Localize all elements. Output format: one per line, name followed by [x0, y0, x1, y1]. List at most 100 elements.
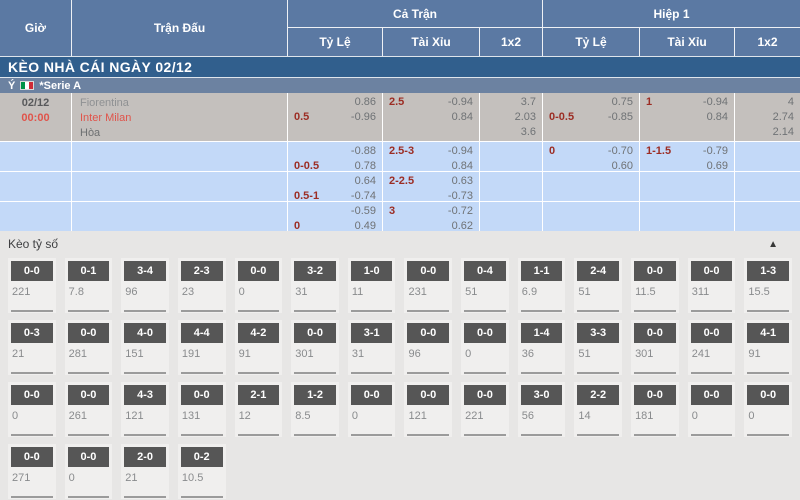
league-bar[interactable]: Ý *Serie A [0, 77, 800, 93]
first-half-over-under-odds[interactable] [640, 202, 735, 231]
full-time-1x2-odds[interactable] [480, 172, 543, 201]
score-odds-card[interactable]: 0-4 51 [461, 258, 509, 313]
score-card-underline [180, 496, 223, 498]
first-half-1x2-odds[interactable] [735, 202, 800, 231]
score-odds-card[interactable]: 4-4 191 [177, 320, 226, 375]
score-odds-card[interactable]: 0-0 0 [461, 320, 509, 375]
score-odds-value: 0 [691, 410, 698, 422]
score-odds-card[interactable]: 1-3 15.5 [744, 258, 792, 313]
score-odds-card[interactable]: 0-1 7.8 [64, 258, 113, 313]
score-odds-card[interactable]: 2-2 14 [574, 382, 623, 437]
match-teams-cell[interactable]: Fiorentina Inter Milan Hòa [72, 93, 288, 141]
first-half-over-under-odds[interactable]: 1-1.5 -0.79 0.69 [640, 142, 735, 171]
score-odds-card[interactable]: 0-0 0 [234, 258, 283, 313]
score-odds-card[interactable]: 0-0 11.5 [631, 258, 679, 313]
score-odds-card[interactable]: 0-0 301 [291, 320, 339, 375]
match-teams-cell[interactable] [72, 202, 288, 231]
score-odds-card[interactable]: 4-1 91 [744, 320, 792, 375]
score-label: 0-0 [407, 323, 450, 343]
match-teams-cell[interactable] [72, 172, 288, 201]
score-odds-card[interactable]: 0-0 311 [687, 258, 736, 313]
score-odds-card[interactable]: 4-0 151 [121, 320, 169, 375]
full-time-handicap-odds[interactable]: 0.64 0.5-1 -0.74 [288, 172, 383, 201]
full-time-over-under-odds[interactable]: 3 -0.72 0.62 [383, 202, 480, 231]
score-odds-card[interactable]: 0-0 0 [347, 382, 396, 437]
full-time-handicap-odds[interactable]: 0.86 0.5 -0.96 [288, 93, 383, 141]
score-odds-card[interactable]: 1-1 6.9 [517, 258, 566, 313]
score-odds-card[interactable]: 1-2 8.5 [291, 382, 339, 437]
score-label: 0-0 [634, 385, 676, 405]
full-time-handicap-odds[interactable]: -0.88 0-0.5 0.78 [288, 142, 383, 171]
odds-line: 2.5 -0.94 [389, 95, 473, 110]
score-label: 0-0 [67, 323, 110, 343]
score-odds-card[interactable]: 0-0 0 [8, 382, 56, 437]
score-card-underline [294, 310, 336, 312]
score-odds-card[interactable]: 2-1 12 [234, 382, 283, 437]
score-odds-card[interactable]: 0-0 181 [631, 382, 679, 437]
score-odds-card[interactable]: 0-0 96 [404, 320, 453, 375]
score-odds-card[interactable]: 1-0 11 [347, 258, 396, 313]
score-label: 0-0 [11, 261, 53, 281]
score-odds-card[interactable]: 3-2 31 [291, 258, 339, 313]
score-odds-card[interactable]: 2-4 51 [574, 258, 623, 313]
score-odds-card[interactable]: 0-0 0 [744, 382, 792, 437]
first-half-over-under-odds[interactable] [640, 172, 735, 201]
score-card-underline [464, 434, 506, 436]
score-odds-card[interactable]: 0-0 0 [687, 382, 736, 437]
odds-line: 0.84 [646, 110, 728, 125]
first-half-handicap-odds[interactable] [543, 172, 640, 201]
score-odds-card[interactable]: 0-0 231 [404, 258, 453, 313]
first-half-1x2-odds[interactable] [735, 142, 800, 171]
score-card-underline [464, 372, 506, 374]
collapse-arrow-icon[interactable]: ▲ [768, 238, 778, 250]
full-time-over-under-odds[interactable]: 2.5 -0.94 0.84 [383, 93, 480, 141]
full-time-over-under-odds[interactable]: 2-2.5 0.63 -0.73 [383, 172, 480, 201]
score-odds-card[interactable]: 3-0 56 [517, 382, 566, 437]
full-time-handicap-odds[interactable]: -0.59 0 0.49 [288, 202, 383, 231]
score-label: 2-2 [577, 385, 620, 405]
score-odds-card[interactable]: 0-3 21 [8, 320, 56, 375]
score-card-underline [237, 372, 280, 374]
score-odds-card[interactable]: 0-0 301 [631, 320, 679, 375]
score-odds-card[interactable]: 0-0 221 [461, 382, 509, 437]
score-card-underline [577, 310, 620, 312]
score-odds-value: 10.5 [181, 472, 204, 484]
score-odds-card[interactable]: 0-0 0 [64, 444, 113, 499]
score-odds-card[interactable]: 0-0 121 [404, 382, 453, 437]
full-time-over-under-odds[interactable]: 2.5-3 -0.94 0.84 [383, 142, 480, 171]
score-card-underline [350, 372, 393, 374]
score-odds-value: 231 [408, 286, 427, 298]
score-odds-card[interactable]: 1-4 36 [517, 320, 566, 375]
score-label: 0-0 [634, 323, 676, 343]
first-half-handicap-odds[interactable]: 0.75 0-0.5 -0.85 [543, 93, 640, 141]
score-odds-card[interactable]: 0-0 221 [8, 258, 56, 313]
full-time-1x2-odds[interactable] [480, 202, 543, 231]
score-odds-card[interactable]: 0-0 281 [64, 320, 113, 375]
full-time-1x2-odds[interactable]: 3.7 2.03 3.6 [480, 93, 543, 141]
score-odds-card[interactable]: 3-3 51 [574, 320, 623, 375]
score-odds-card[interactable]: 0-0 131 [177, 382, 226, 437]
score-odds-card[interactable]: 0-0 241 [687, 320, 736, 375]
first-half-over-under-odds[interactable]: 1 -0.94 0.84 [640, 93, 735, 141]
full-time-1x2-odds[interactable] [480, 142, 543, 171]
first-half-1x2-odds[interactable] [735, 172, 800, 201]
first-half-1x2-odds[interactable]: 4 2.74 2.14 [735, 93, 800, 141]
score-odds-card[interactable]: 0-0 271 [8, 444, 56, 499]
first-half-handicap-odds[interactable] [543, 202, 640, 231]
first-half-handicap-odds[interactable]: 0 -0.70 0.60 [543, 142, 640, 171]
score-odds-card[interactable]: 4-2 91 [234, 320, 283, 375]
score-odds-card[interactable]: 0-2 10.5 [177, 444, 226, 499]
odds-value: 2.14 [772, 126, 794, 138]
score-card-underline [577, 434, 620, 436]
score-odds-card[interactable]: 0-0 261 [64, 382, 113, 437]
score-odds-card[interactable]: 4-3 121 [121, 382, 169, 437]
score-odds-card[interactable]: 2-3 23 [177, 258, 226, 313]
score-odds-value: 36 [521, 348, 535, 360]
score-card-underline [464, 310, 506, 312]
match-teams-cell[interactable] [72, 142, 288, 171]
score-odds-card[interactable]: 3-4 96 [121, 258, 169, 313]
odds-value: 4 [787, 96, 794, 108]
score-odds-card[interactable]: 2-0 21 [121, 444, 169, 499]
score-odds-card[interactable]: 3-1 31 [347, 320, 396, 375]
odds-line: -0.73 [389, 189, 473, 201]
